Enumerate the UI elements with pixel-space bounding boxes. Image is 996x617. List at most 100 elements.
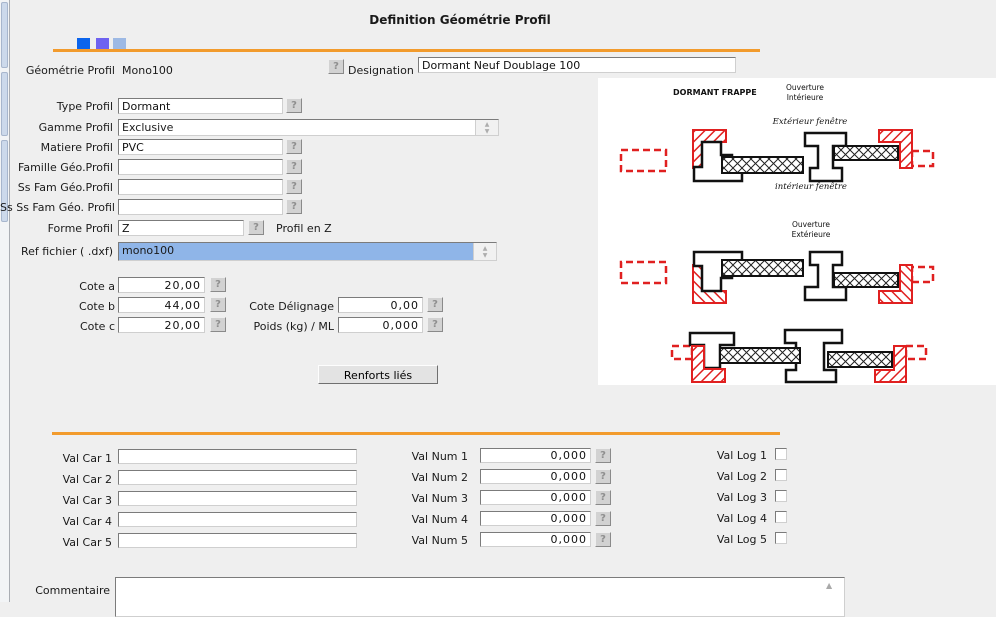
val-car-5-label: Val Car 5 (62, 536, 112, 549)
val-car-2-label: Val Car 2 (62, 473, 112, 486)
famille-geo-profil-label: Famille Géo.Profil (18, 161, 113, 174)
val-log-1-label: Val Log 1 (716, 449, 767, 462)
val-num-4-label: Val Num 4 (411, 513, 468, 526)
ref-fichier-selected-text: mono100 (119, 243, 473, 260)
help-button[interactable]: ? (286, 179, 302, 194)
cote-b-field[interactable] (118, 297, 205, 313)
type-profil-field[interactable] (118, 98, 283, 114)
val-log-3-checkbox[interactable] (775, 490, 787, 502)
geometrie-profil-label: Géométrie Profil (25, 64, 115, 77)
val-num-1-label: Val Num 1 (411, 450, 468, 463)
help-button[interactable]: ? (595, 469, 611, 484)
ss-fam-geo-profil-field[interactable] (118, 179, 283, 195)
ouverture-interieure-label-2: Intérieure (787, 93, 824, 102)
commentaire-label: Commentaire (35, 584, 110, 597)
profile-diagram-panel: DORMANT FRAPPE Ouverture Intérieure Exté… (598, 78, 996, 385)
spinner-up-icon[interactable]: ▲ (482, 244, 488, 252)
window-edge-segment (1, 140, 8, 222)
val-car-4-field[interactable] (118, 512, 357, 527)
val-car-1-label: Val Car 1 (62, 452, 112, 465)
help-button[interactable]: ? (286, 98, 302, 113)
val-car-5-field[interactable] (118, 533, 357, 548)
ss-fam-geo-profil-label: Ss Fam Géo.Profil (17, 181, 113, 194)
designation-field[interactable] (418, 57, 736, 73)
geometrie-profil-value: Mono100 (122, 64, 173, 77)
profile-diagram: DORMANT FRAPPE Ouverture Intérieure Exté… (619, 83, 935, 384)
spinner-down-icon[interactable]: ▼ (482, 251, 488, 259)
commentaire-field[interactable] (115, 577, 845, 617)
help-button[interactable]: ? (595, 448, 611, 463)
help-button[interactable]: ? (595, 532, 611, 547)
ouverture-exterieure-label: Ouverture (792, 220, 830, 229)
renforts-lies-button[interactable]: Renforts liés (318, 365, 438, 384)
ss-ss-fam-geo-profil-label: Ss Ss Fam Géo. Profil (0, 201, 115, 214)
designation-label: Designation (348, 64, 414, 77)
val-car-3-label: Val Car 3 (62, 494, 112, 507)
help-button[interactable]: ? (427, 317, 443, 332)
help-button[interactable]: ? (210, 297, 226, 312)
val-log-1-checkbox[interactable] (775, 448, 787, 460)
top-divider (53, 49, 760, 52)
spinner[interactable]: ▲ ▼ (473, 243, 496, 260)
cote-c-label: Cote c (79, 320, 115, 333)
help-button[interactable]: ? (286, 139, 302, 154)
ss-ss-fam-geo-profil-field[interactable] (118, 199, 283, 215)
val-car-2-field[interactable] (118, 470, 357, 485)
spinner-up-icon[interactable]: ▲ (484, 120, 490, 128)
val-num-5-field[interactable] (480, 532, 591, 547)
val-num-4-field[interactable] (480, 511, 591, 526)
help-button[interactable]: ? (210, 277, 226, 292)
spinner-down-icon[interactable]: ▼ (484, 127, 490, 135)
help-button[interactable]: ? (595, 511, 611, 526)
type-profil-label: Type Profil (56, 100, 113, 113)
forme-profil-field[interactable] (118, 220, 244, 236)
window-edge-segment (1, 72, 8, 136)
profile-section-interieure (619, 128, 935, 183)
val-num-2-label: Val Num 2 (411, 471, 468, 484)
famille-geo-profil-field[interactable] (118, 159, 283, 175)
ouverture-exterieure-label-2: Extérieure (792, 230, 831, 239)
page-title: Definition Géométrie Profil (369, 13, 551, 27)
spinner[interactable]: ▲ ▼ (475, 120, 498, 135)
ouverture-interieure-label: Ouverture (786, 83, 824, 92)
window-edge-segment (1, 2, 8, 68)
interieur-fenetre-label: intérieur fenêtre (775, 181, 847, 192)
help-button[interactable]: ? (248, 220, 264, 235)
profile-section-exterieure (619, 250, 935, 305)
scroll-up-icon[interactable]: ▲ (826, 581, 833, 590)
gamme-profil-field[interactable]: Exclusive ▲ ▼ (118, 119, 499, 136)
val-num-1-field[interactable] (480, 448, 591, 463)
help-button[interactable]: ? (286, 159, 302, 174)
cote-delignage-field[interactable] (338, 297, 423, 313)
ref-fichier-label: Ref fichier ( .dxf) (20, 245, 113, 258)
poids-field[interactable] (338, 317, 423, 333)
diagram-heading: DORMANT FRAPPE (673, 88, 757, 97)
cote-c-field[interactable] (118, 317, 205, 333)
window-edge (0, 0, 10, 602)
val-num-3-label: Val Num 3 (411, 492, 468, 505)
lightblue-square-icon (113, 38, 126, 51)
cote-b-label: Cote b (79, 300, 115, 313)
val-num-2-field[interactable] (480, 469, 591, 484)
violet-square-icon (96, 38, 109, 51)
cote-a-field[interactable] (118, 277, 205, 293)
matiere-profil-field[interactable] (118, 139, 283, 155)
matiere-profil-label: Matiere Profil (40, 141, 113, 154)
help-button[interactable]: ? (328, 59, 344, 74)
profile-section-t (670, 328, 928, 384)
val-car-3-field[interactable] (118, 491, 357, 506)
bottom-divider (52, 432, 780, 435)
exterieur-fenetre-label: Extérieur fenêtre (772, 116, 848, 127)
help-button[interactable]: ? (210, 317, 226, 332)
cote-a-label: Cote a (79, 280, 115, 293)
val-log-4-checkbox[interactable] (775, 511, 787, 523)
help-button[interactable]: ? (595, 490, 611, 505)
help-button[interactable]: ? (427, 297, 443, 312)
val-car-1-field[interactable] (118, 449, 357, 464)
val-log-2-label: Val Log 2 (716, 470, 767, 483)
val-log-5-checkbox[interactable] (775, 532, 787, 544)
val-log-2-checkbox[interactable] (775, 469, 787, 481)
val-num-3-field[interactable] (480, 490, 591, 505)
help-button[interactable]: ? (286, 199, 302, 214)
ref-fichier-field[interactable]: mono100 ▲ ▼ (118, 242, 497, 261)
